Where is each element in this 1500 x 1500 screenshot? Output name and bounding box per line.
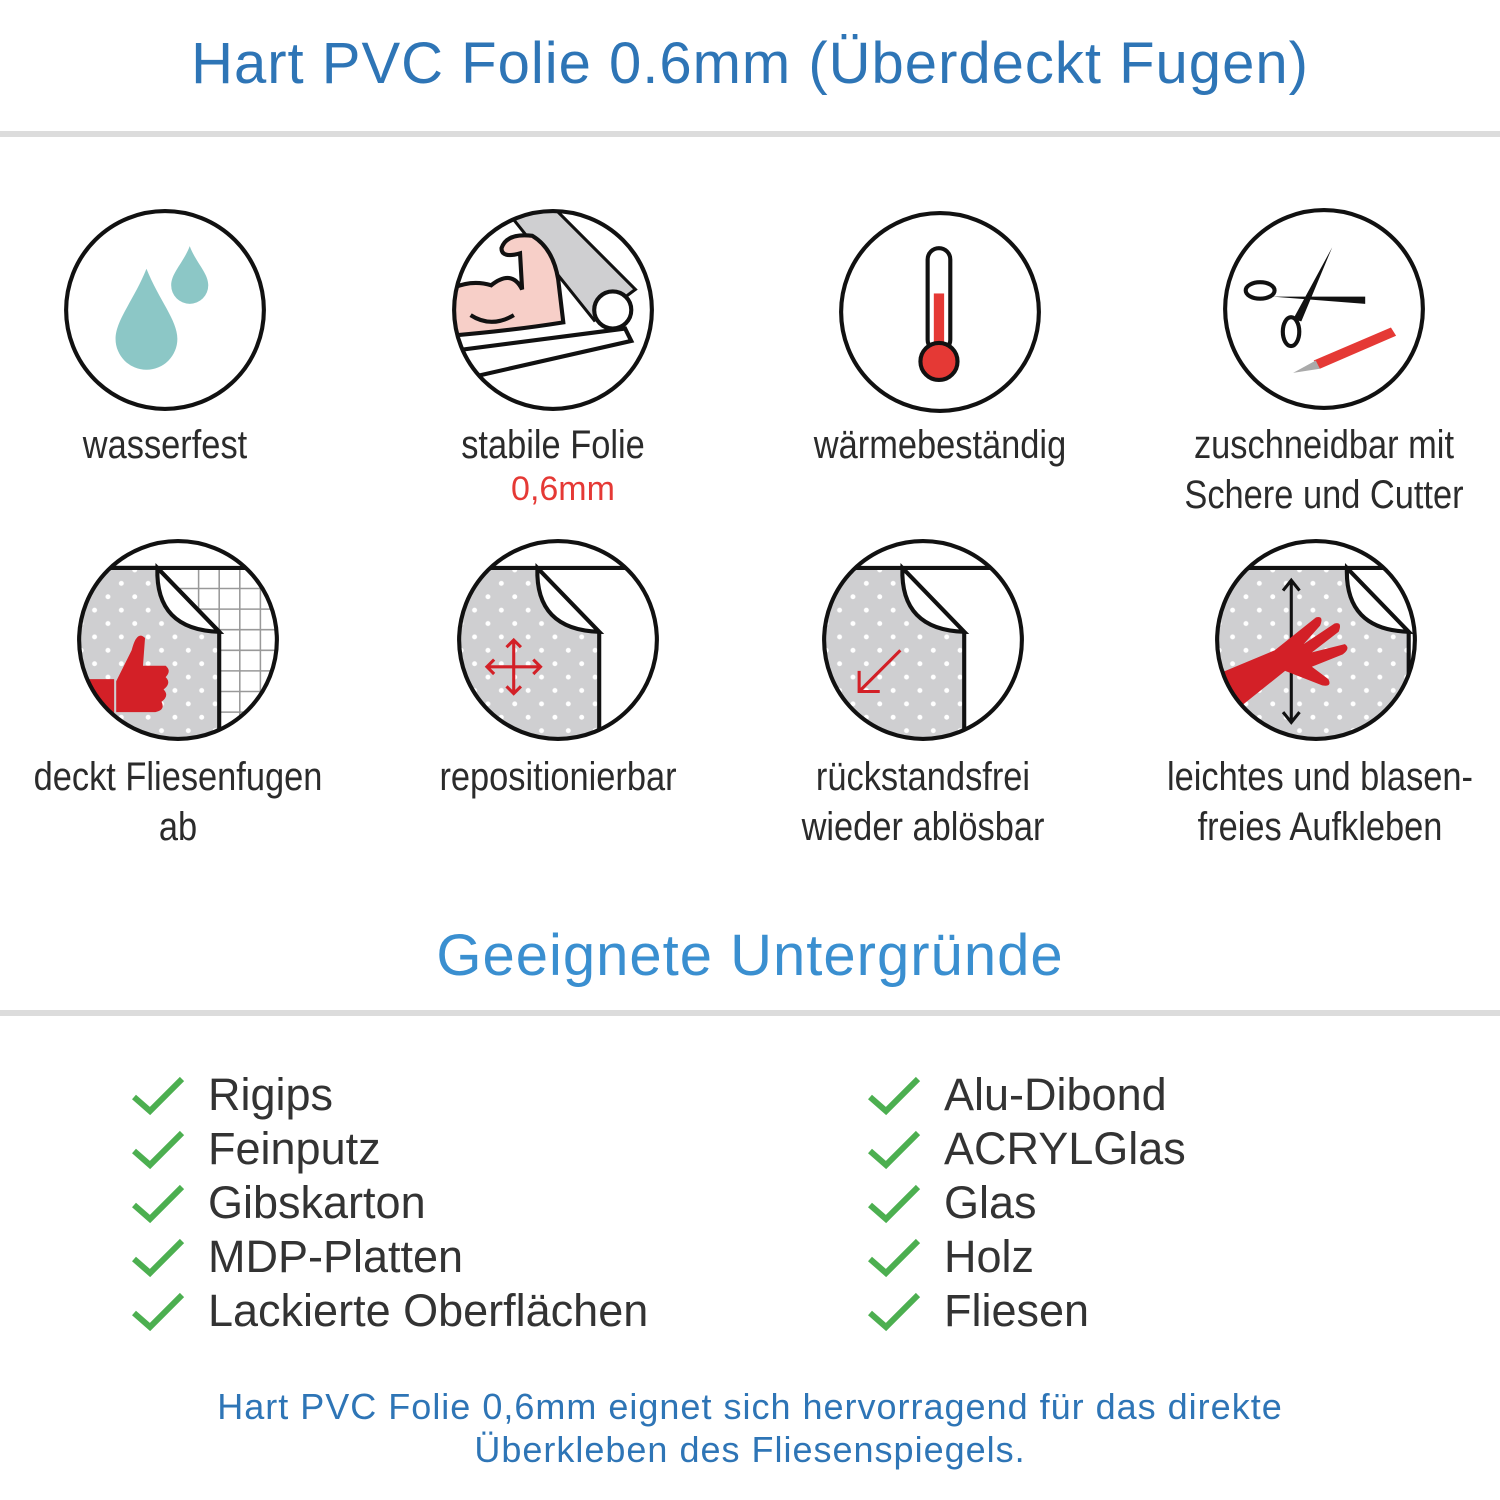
check-icon <box>868 1292 921 1332</box>
check-icon <box>132 1292 185 1332</box>
water-drops-icon <box>64 209 266 411</box>
peel-arrow-icon <box>822 539 1024 741</box>
feature-label: wärmebeständig <box>813 423 1067 467</box>
check-icon <box>132 1238 185 1278</box>
check-icon <box>132 1076 185 1116</box>
feature-label: stabile Folie <box>461 423 645 467</box>
list-item: Holz <box>866 1230 1186 1284</box>
list-item: Gibskarton <box>130 1176 648 1230</box>
feature-label: wasserfest <box>82 423 248 467</box>
check-icon <box>132 1130 185 1170</box>
feature-label: repositionierbar <box>439 755 677 799</box>
list-item: Glas <box>866 1176 1186 1230</box>
check-icon <box>868 1130 921 1170</box>
feature-sublabel: 0,6mm <box>511 470 615 508</box>
list-item: Lackierte Oberflächen <box>130 1284 648 1338</box>
feature-label: leichtes und blasen- <box>1167 755 1473 799</box>
divider <box>0 131 1500 137</box>
check-icon <box>868 1076 921 1116</box>
check-icon <box>132 1184 185 1224</box>
footer-line-2: Überkleben des Fliesenspiegels. <box>474 1429 1026 1470</box>
feature-label: freies Aufkleben <box>1197 805 1443 849</box>
section-title: Geeignete Untergründe <box>436 923 1064 988</box>
scissors-cutter-icon <box>1223 208 1425 410</box>
check-icon <box>868 1238 921 1278</box>
feature-label: deckt Fliesenfugen ab <box>33 755 323 849</box>
surfaces-right-list: Alu-Dibond ACRYLGlas Glas Holz Fliesen <box>866 1068 1186 1338</box>
list-item: Feinputz <box>130 1122 648 1176</box>
footer-line-1: Hart PVC Folie 0,6mm eignet sich hervorr… <box>217 1386 1283 1427</box>
strong-arm-roll-icon <box>452 209 654 411</box>
divider <box>0 1010 1500 1016</box>
check-icon <box>868 1184 921 1224</box>
list-item: Alu-Dibond <box>866 1068 1186 1122</box>
surfaces-left-list: Rigips Feinputz Gibskarton MDP-Platten L… <box>130 1068 648 1338</box>
list-item: MDP-Platten <box>130 1230 648 1284</box>
list-item: Fliesen <box>866 1284 1186 1338</box>
list-item: Rigips <box>130 1068 648 1122</box>
list-item: ACRYLGlas <box>866 1122 1186 1176</box>
hand-smooth-icon <box>1215 539 1417 741</box>
feature-label: rückstandsfrei <box>815 755 1031 799</box>
thermometer-icon <box>839 211 1041 413</box>
feature-label: wieder ablösbar <box>801 805 1045 849</box>
move-arrows-icon <box>457 539 659 741</box>
thumbs-up-tiles-icon <box>77 539 279 741</box>
feature-label: Schere und Cutter <box>1184 473 1464 517</box>
feature-label: zuschneidbar mit <box>1193 423 1455 467</box>
page-title: Hart PVC Folie 0.6mm (Überdeckt Fugen) <box>191 31 1309 96</box>
